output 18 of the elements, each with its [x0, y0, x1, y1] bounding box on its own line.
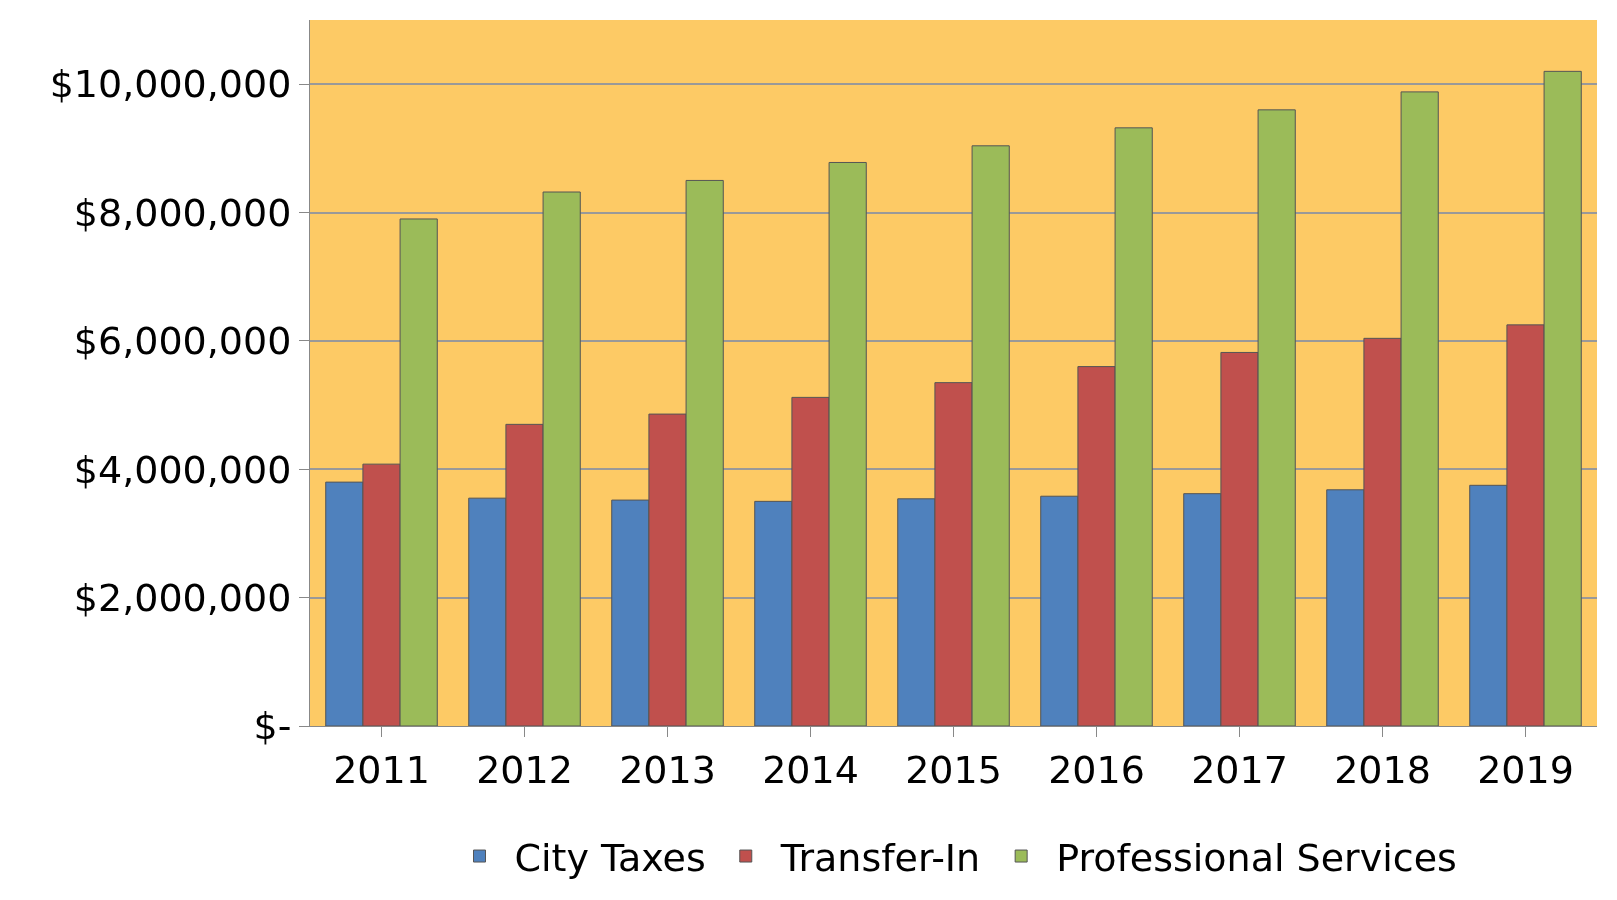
x-tick-label: 2011	[333, 747, 430, 792]
x-tick-label: 2017	[1191, 747, 1288, 792]
y-tick-label: $8,000,000	[73, 190, 292, 235]
x-tick-label: 2019	[1477, 747, 1574, 792]
x-tick-label: 2018	[1334, 747, 1431, 792]
y-tick-label: $6,000,000	[73, 319, 292, 364]
y-tick-label: $10,000,000	[49, 62, 292, 107]
y-tick-label: $-	[253, 704, 292, 749]
legend-label: Professional Services	[1056, 835, 1457, 880]
y-tick-label: $4,000,000	[73, 447, 292, 492]
x-tick-label: 2012	[476, 747, 573, 792]
x-tick-label: 2016	[1048, 747, 1145, 792]
x-tick-label: 2014	[762, 747, 859, 792]
x-tick-label: 2013	[619, 747, 716, 792]
y-tick-label: $2,000,000	[73, 575, 292, 620]
legend-label: Transfer-In	[779, 835, 981, 880]
legend-label: City Taxes	[514, 835, 706, 880]
x-tick-label: 2015	[905, 747, 1002, 792]
